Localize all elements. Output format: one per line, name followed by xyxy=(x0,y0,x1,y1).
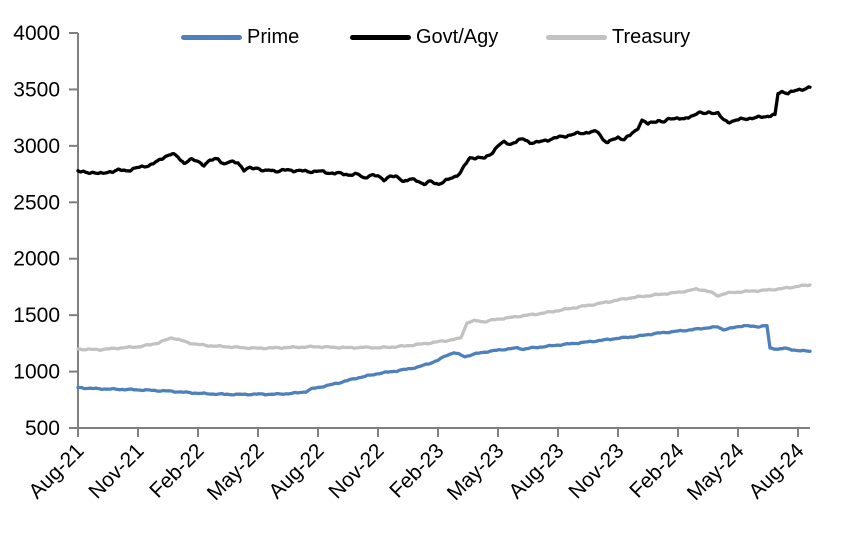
y-tick-label: 3000 xyxy=(13,135,60,158)
legend-item-prime: Prime xyxy=(181,26,299,48)
x-tick-label: Nov-22 xyxy=(324,439,388,503)
prime-line xyxy=(76,323,812,397)
y-tick-label: 2000 xyxy=(13,248,60,271)
legend-label-treasury: Treasury xyxy=(612,26,691,48)
x-tick-label: Feb-23 xyxy=(385,439,448,502)
y-tick-label: 1500 xyxy=(13,304,60,327)
x-tick-label: May-22 xyxy=(203,439,269,505)
legend-item-treasury: Treasury xyxy=(546,26,690,48)
x-tick-label: Aug-21 xyxy=(24,439,88,503)
x-tick-label: May-23 xyxy=(443,439,509,505)
y-tick-label: 500 xyxy=(25,417,60,440)
x-tick-label: Aug-22 xyxy=(264,439,328,503)
prime-line-swatch xyxy=(181,34,242,40)
x-tick-label: Nov-21 xyxy=(84,439,148,503)
govt-agy-line-swatch xyxy=(350,34,411,40)
legend-label-prime: Prime xyxy=(247,26,300,48)
treasury-line xyxy=(76,283,812,352)
y-tick-label: 3500 xyxy=(13,78,60,101)
y-tick-label: 4000 xyxy=(13,22,60,45)
x-tick-label: Aug-24 xyxy=(744,439,808,503)
x-tick-label: May-24 xyxy=(683,439,749,505)
y-tick-label: 1000 xyxy=(13,361,60,384)
x-tick-label: Feb-22 xyxy=(145,439,208,502)
treasury-line-swatch xyxy=(546,34,607,40)
govt-agy-line xyxy=(76,85,812,187)
x-tick-label: Nov-23 xyxy=(564,439,628,503)
y-tick-label: 2500 xyxy=(13,191,60,214)
chart-legend: Prime Govt/Agy Treasury xyxy=(0,26,852,50)
legend-label-govt-agy: Govt/Agy xyxy=(416,26,499,48)
legend-item-govt-agy: Govt/Agy xyxy=(350,26,498,48)
x-tick-label: Aug-23 xyxy=(504,439,568,503)
x-tick-label: Feb-24 xyxy=(625,439,689,503)
